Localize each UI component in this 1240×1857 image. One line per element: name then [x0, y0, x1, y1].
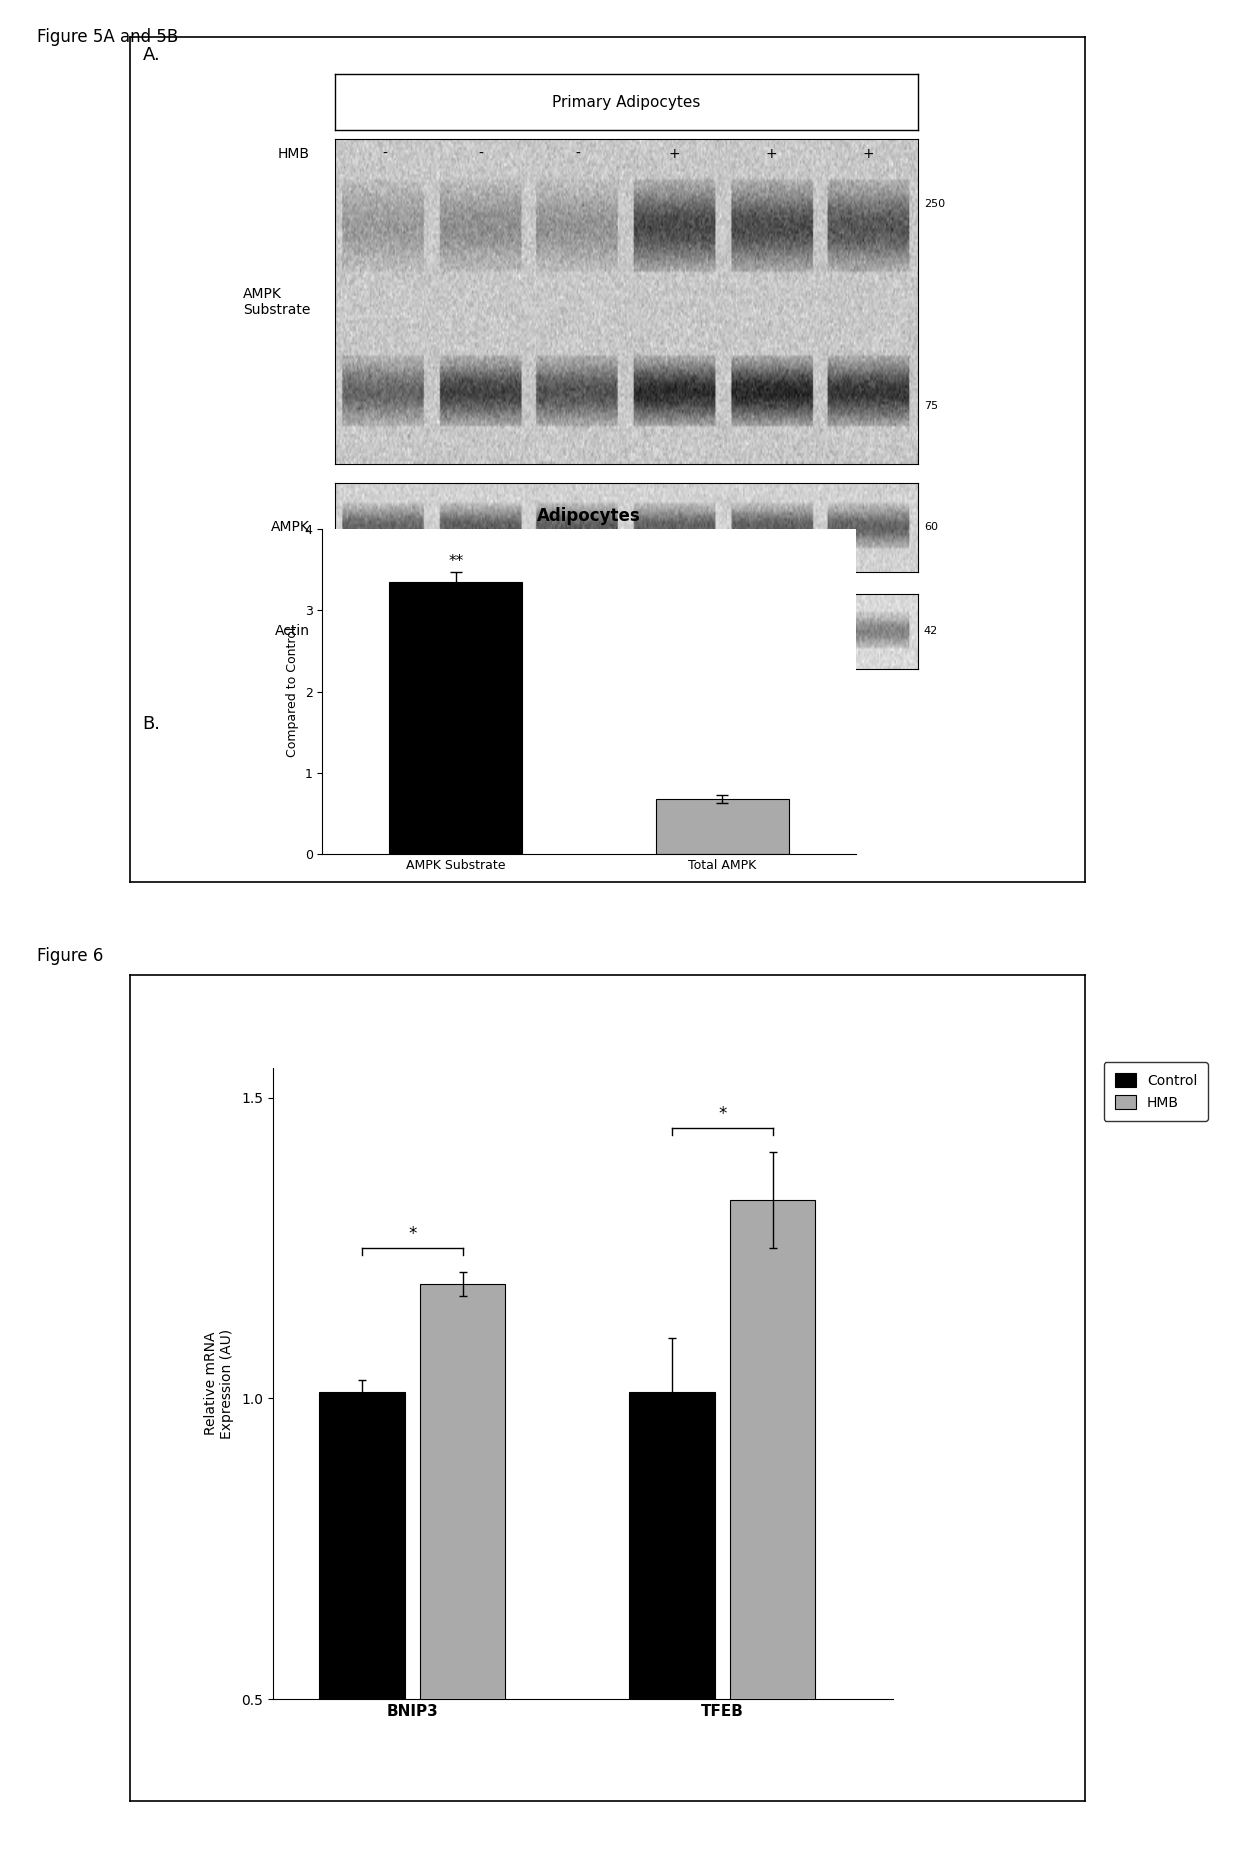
Bar	[730, 1200, 816, 1857]
Text: 75: 75	[924, 401, 937, 410]
Text: -: -	[575, 147, 580, 162]
Text: AMPK: AMPK	[272, 520, 310, 535]
Text: Actin: Actin	[275, 624, 310, 639]
Text: B.: B.	[143, 715, 161, 734]
Text: **: **	[448, 553, 464, 568]
Text: 60: 60	[924, 522, 937, 533]
Bar	[389, 581, 522, 854]
Bar	[420, 1285, 506, 1857]
Text: A.: A.	[143, 46, 160, 65]
Y-axis label: Relative mRNA
Expression (AU): Relative mRNA Expression (AU)	[203, 1328, 234, 1439]
Text: 42: 42	[924, 626, 937, 637]
Text: Primary Adipocytes: Primary Adipocytes	[552, 95, 701, 110]
Text: AMPK
Substrate: AMPK Substrate	[243, 286, 310, 318]
Text: *: *	[718, 1105, 727, 1123]
Text: HMB: HMB	[278, 147, 310, 162]
Text: Figure 6: Figure 6	[37, 947, 104, 966]
Text: +: +	[668, 147, 681, 162]
Bar	[656, 799, 789, 854]
Text: +: +	[765, 147, 777, 162]
Title: Adipocytes: Adipocytes	[537, 507, 641, 526]
Text: +: +	[862, 147, 874, 162]
Bar	[320, 1393, 404, 1857]
Text: -: -	[479, 147, 484, 162]
Legend: Control, HMB: Control, HMB	[1104, 1062, 1208, 1122]
Text: *: *	[408, 1226, 417, 1244]
Text: 250: 250	[924, 199, 945, 210]
Text: Figure 5A and 5B: Figure 5A and 5B	[37, 28, 179, 46]
Text: -: -	[382, 147, 387, 162]
Y-axis label: Compared to Control: Compared to Control	[286, 626, 299, 758]
Bar	[629, 1393, 714, 1857]
